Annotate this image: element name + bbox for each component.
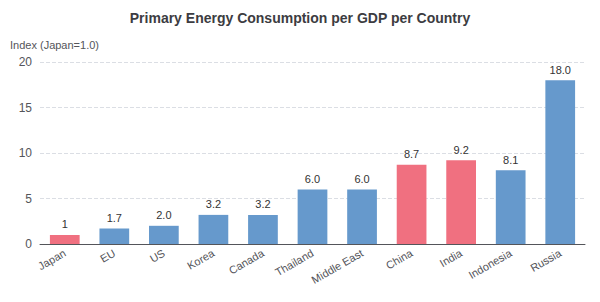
svg-text:20: 20 (19, 55, 33, 69)
svg-text:EU: EU (98, 247, 117, 265)
svg-text:8.7: 8.7 (404, 148, 419, 160)
svg-text:US: US (148, 247, 167, 265)
svg-text:Middle East: Middle East (309, 247, 365, 286)
svg-text:15: 15 (19, 101, 33, 115)
svg-text:6.0: 6.0 (305, 173, 320, 185)
svg-text:1.7: 1.7 (107, 212, 122, 224)
svg-text:8.1: 8.1 (503, 154, 518, 166)
svg-text:China: China (384, 246, 416, 271)
svg-text:3.2: 3.2 (255, 198, 270, 210)
svg-text:Canada: Canada (227, 246, 267, 276)
svg-text:2.0: 2.0 (156, 209, 171, 221)
svg-text:10: 10 (19, 146, 33, 160)
svg-text:Thailand: Thailand (273, 247, 315, 278)
svg-text:Primary Energy Consumption per: Primary Energy Consumption per GDP per C… (130, 10, 471, 26)
svg-text:India: India (438, 246, 465, 269)
svg-text:1: 1 (62, 218, 68, 230)
svg-text:Index (Japan=1.0): Index (Japan=1.0) (10, 39, 99, 51)
svg-text:Japan: Japan (36, 247, 68, 272)
svg-text:18.0: 18.0 (550, 64, 571, 76)
svg-text:0: 0 (25, 237, 32, 251)
svg-text:5: 5 (25, 192, 32, 206)
svg-text:6.0: 6.0 (354, 173, 369, 185)
svg-text:Indonesia: Indonesia (466, 246, 514, 281)
svg-text:9.2: 9.2 (453, 144, 468, 156)
svg-text:Russia: Russia (528, 246, 564, 274)
svg-text:Korea: Korea (185, 246, 217, 271)
svg-text:3.2: 3.2 (206, 198, 221, 210)
